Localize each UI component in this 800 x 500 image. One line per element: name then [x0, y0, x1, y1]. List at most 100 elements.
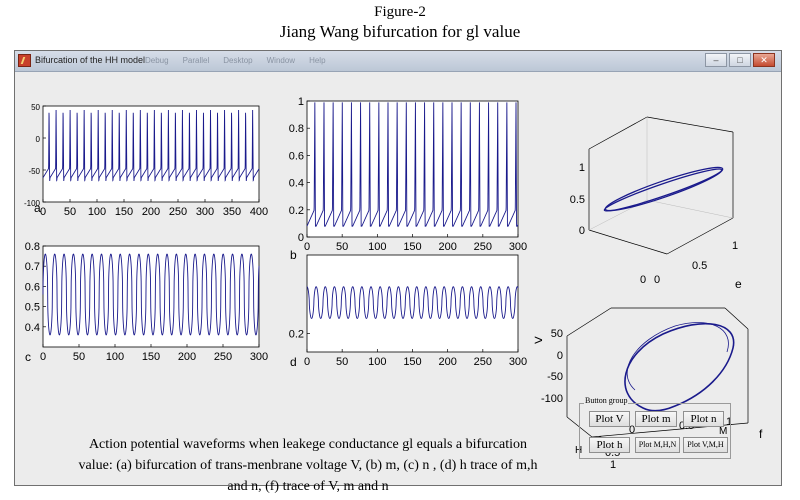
x-tick-label: 200 — [438, 241, 456, 253]
x-tick-label: 50 — [336, 241, 348, 253]
panel-label: b — [290, 248, 297, 262]
grid-line — [646, 199, 734, 219]
window-titlebar[interactable]: Bifurcation of the HH model Debug Parall… — [15, 51, 781, 72]
x-tick-label: 1 — [732, 240, 738, 252]
chart-panel-d: 0 50 100 150 200 250 300 0.2 d — [289, 254, 527, 369]
x-tick-label: 0 — [40, 351, 46, 363]
plot-mhn-button[interactable]: Plot M,H,N — [635, 437, 680, 453]
x-tick-label: 250 — [474, 241, 492, 253]
x-tick-label: 100 — [368, 241, 386, 253]
x-tick-label: 350 — [223, 206, 241, 218]
y-tick-label: 0 — [36, 135, 41, 144]
x-tick-label: 250 — [214, 351, 232, 363]
x-tick-label: 200 — [142, 206, 160, 218]
x-tick-label: 0.5 — [692, 260, 707, 272]
chart-panel-e: 10.500 00.51e — [570, 116, 742, 291]
caption-line: value: (a) bifurcation of trans-menbrane… — [78, 458, 538, 473]
maximize-button[interactable]: □ — [729, 53, 751, 67]
z-tick-label: -50 — [547, 371, 563, 383]
figure-label: Figure-2 — [374, 4, 426, 20]
panel-label: c — [25, 350, 31, 364]
y-axis-label: H — [575, 445, 582, 456]
plot-axes-box — [42, 105, 260, 203]
menu-bar: Debug Parallel Desktop Window Help — [145, 56, 326, 65]
x-tick-label: 100 — [106, 351, 124, 363]
x-tick-label: 0 — [40, 206, 46, 218]
minimize-button[interactable]: – — [705, 53, 727, 67]
x-tick-label: 1 — [726, 416, 732, 428]
y-tick-label: 0.8 — [25, 241, 40, 253]
axis-line — [724, 307, 749, 330]
axis-line — [666, 217, 734, 255]
panel-label: a — [34, 201, 41, 215]
panel-label: d — [290, 355, 297, 369]
plot-m-button[interactable]: Plot m — [635, 411, 677, 427]
series-line — [624, 322, 735, 412]
panel-label: e — [735, 277, 742, 291]
x-tick-label: 150 — [142, 351, 160, 363]
y-tick-label: 0.7 — [25, 261, 40, 273]
series-line — [306, 286, 519, 319]
figure-title: Jiang Wang bifurcation for gl value — [279, 22, 521, 41]
z-tick-label: 0.5 — [570, 194, 585, 206]
x-tick-label: 150 — [115, 206, 133, 218]
plot-vmh-button[interactable]: Plot V,M,H — [683, 437, 728, 453]
z-tick-label: 1 — [579, 162, 585, 174]
y-tick-label: 0.5 — [25, 302, 40, 314]
z-tick-label: -100 — [541, 393, 563, 405]
menu-help[interactable]: Help — [309, 56, 326, 65]
x-tick-label: 300 — [509, 356, 527, 368]
x-tick-label: 150 — [403, 356, 421, 368]
series-line — [42, 253, 260, 336]
x-tick-label: 250 — [169, 206, 187, 218]
y-tick-label: 0 — [298, 232, 304, 244]
x-tick-label: 100 — [88, 206, 106, 218]
y-tick-label: 50 — [31, 103, 40, 112]
x-axis-label: M — [719, 426, 727, 437]
x-tick-label: 250 — [474, 356, 492, 368]
plot-n-button[interactable]: Plot n — [683, 411, 724, 427]
y-tick-label: 0.6 — [289, 150, 304, 162]
plot-axes-box — [306, 254, 519, 353]
caption-line: and n, (f) trace of V, m and n — [227, 479, 389, 494]
axis-line — [566, 307, 612, 337]
x-tick-label: 400 — [250, 206, 268, 218]
axis-line — [588, 229, 668, 255]
y-tick-label: 0.4 — [25, 322, 40, 334]
series-line — [626, 322, 729, 391]
y-tick-label: 0.4 — [289, 178, 304, 190]
menu-debug[interactable]: Debug — [145, 56, 169, 65]
y-tick-label: 0.2 — [289, 205, 304, 217]
menu-parallel[interactable]: Parallel — [182, 56, 210, 65]
app-window: Bifurcation of the HH model Debug Parall… — [14, 50, 782, 494]
y-tick-label: -100 — [24, 199, 41, 208]
x-tick-label: 50 — [336, 356, 348, 368]
window-controls: – □ ✕ — [705, 53, 775, 67]
window-title: Bifurcation of the HH model — [35, 55, 146, 65]
x-tick-label: 200 — [438, 356, 456, 368]
x-tick-label: 100 — [368, 356, 386, 368]
arrow-marker: > — [534, 332, 543, 349]
plot-h-button[interactable]: Plot h — [589, 437, 630, 453]
menu-window[interactable]: Window — [266, 56, 296, 65]
chart-panel-b: 0 50 100 150 200 250 300 0 0.2 0.4 0.6 0.8 1 b — [289, 96, 527, 262]
x-tick-label: 0 — [629, 424, 635, 436]
x-tick-label: 0 — [304, 241, 310, 253]
panel-label: f — [759, 427, 763, 441]
close-button[interactable]: ✕ — [753, 53, 775, 67]
figure-caption: Action potential waveforms when leakege … — [73, 434, 543, 497]
x-tick-label: 300 — [509, 241, 527, 253]
menu-desktop[interactable]: Desktop — [223, 56, 253, 65]
y-tick-label: 0.6 — [25, 281, 40, 293]
axis-line — [588, 116, 648, 150]
series-line — [42, 109, 260, 182]
plot-v-button[interactable]: Plot V — [589, 411, 630, 427]
z-tick-label: 50 — [551, 328, 563, 340]
y-tick-label: 1 — [298, 96, 304, 108]
x-tick-label: 50 — [64, 206, 76, 218]
matlab-logo-icon — [18, 54, 31, 67]
series-line — [603, 168, 723, 212]
y-tick-label: 0.2 — [289, 328, 304, 340]
z-tick-label: 0 — [579, 225, 585, 237]
